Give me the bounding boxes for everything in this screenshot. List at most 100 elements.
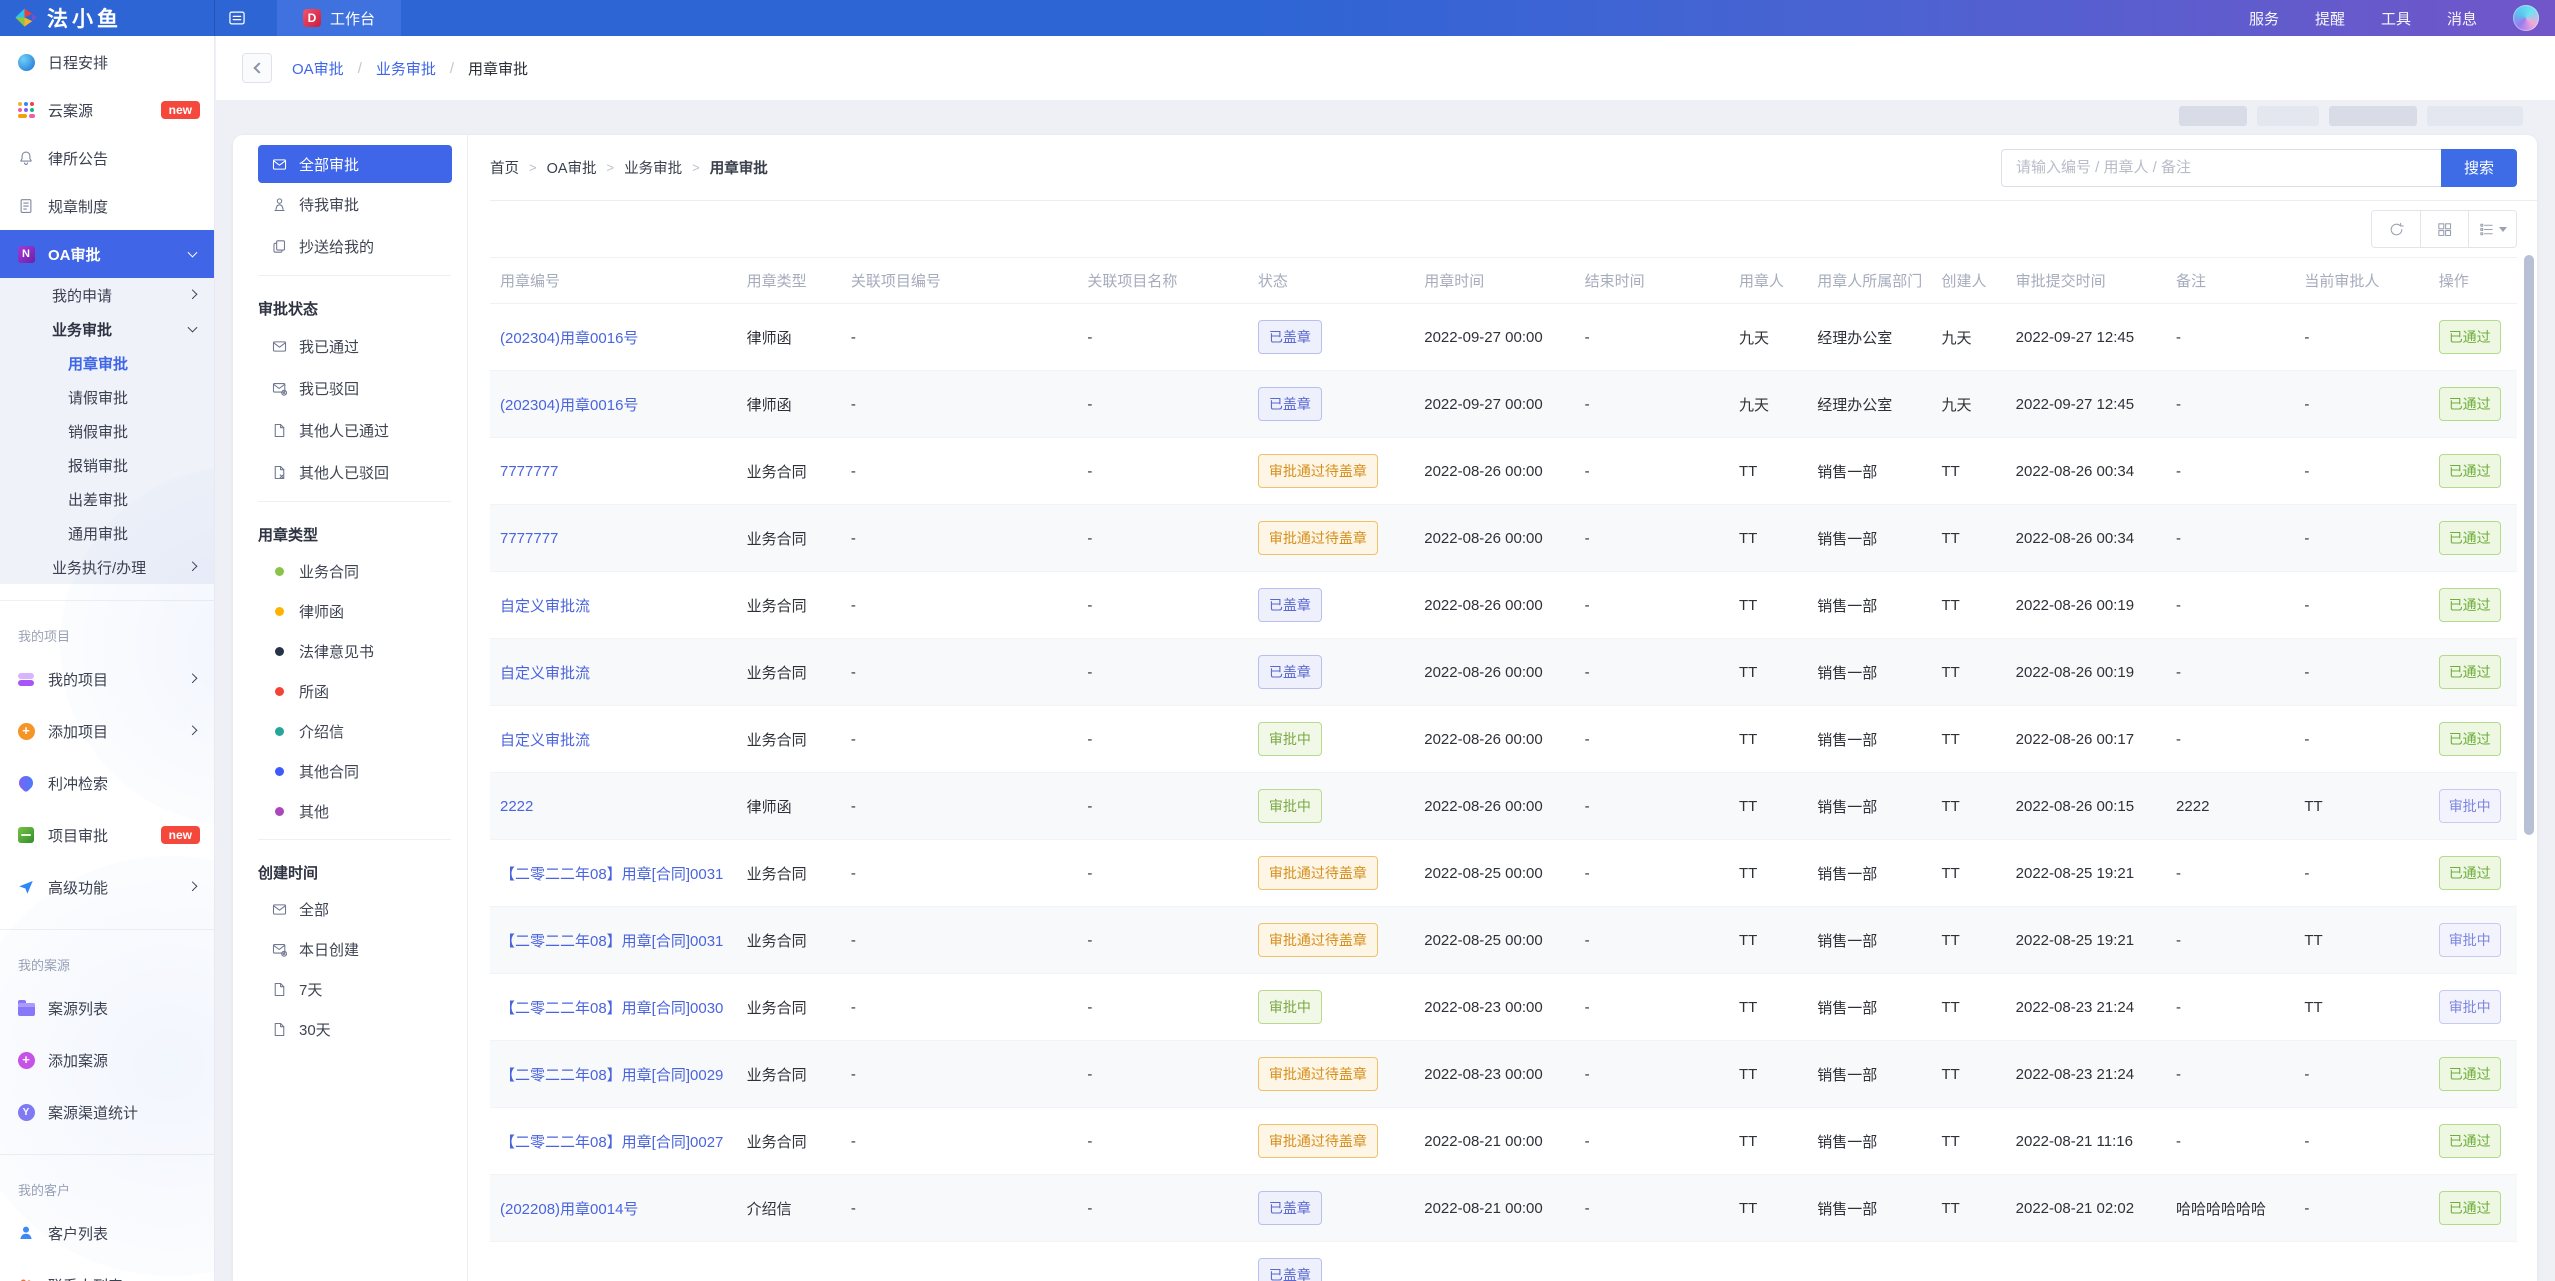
action-button[interactable]: 已通过 [2438,856,2501,890]
sidebar-item-my-projects[interactable]: 我的项目 [0,653,214,705]
sidebar-item-reimburse-approval[interactable]: 报销审批 [0,448,214,482]
action-button[interactable]: 已通过 [2438,588,2501,622]
seal-id-link[interactable]: (202304)用章0016号 [500,329,639,347]
filter-pending-me[interactable]: 待我审批 [258,183,451,225]
remark-cell: 2222 [2166,772,2295,840]
action-button[interactable]: 审批中 [2438,789,2501,823]
seal-id-link[interactable]: 7777777 [500,462,559,480]
sidebar-item-seal-approval[interactable]: 用章审批 [0,346,214,380]
filter-seal-type-item[interactable]: 业务合同 [258,551,451,591]
action-button[interactable]: 审批中 [2438,923,2501,957]
sidebar-item-announcement[interactable]: 律所公告 [0,134,214,182]
filter-time-all[interactable]: 全部 [258,889,451,929]
crumb-biz[interactable]: 业务审批 [375,60,436,78]
seal-id-link[interactable]: 【二零二二年08】用章[合同]0031 [500,932,724,950]
table-row: (202208)用章0014号 介绍信 - - 已盖章 2022-08-21 0… [490,1174,2517,1242]
filter-all-approvals[interactable]: 全部审批 [258,145,452,183]
back-button[interactable] [242,53,272,83]
sidebar-item-add-project[interactable]: + 添加项目 [0,705,214,757]
filter-time-today[interactable]: 本日创建 [258,929,451,969]
filter-seal-type-item[interactable]: 法律意见书 [258,631,451,671]
seal-id-link[interactable]: 7777777 [500,529,559,547]
sidebar-item-advanced[interactable]: 高级功能 [0,861,214,913]
seal-id-link[interactable]: 【二零二二年08】用章[合同]0029 [500,1066,724,1084]
filter-seal-type-item[interactable]: 律师函 [258,591,451,631]
seal-id-link[interactable]: 【二零二二年08】用章[合同]0027 [500,1133,724,1151]
sidebar-item-general-approval[interactable]: 通用审批 [0,516,214,550]
sidebar-item-my-apply[interactable]: 我的申请 [0,278,214,312]
filter-status-my-rejected[interactable]: 我已驳回 [258,367,451,409]
action-button[interactable]: 已通过 [2438,722,2501,756]
action-button[interactable]: 已通过 [2438,320,2501,354]
sidebar-item-leave-approval[interactable]: 请假审批 [0,380,214,414]
seal-id-link[interactable]: 自定义审批流 [500,731,591,749]
column-header-label: 状态 [1257,273,1288,290]
sidebar-item-customer-list[interactable]: 客户列表 [0,1207,214,1259]
status-cell: 审批通过待盖章 [1247,1107,1415,1175]
seal-id-link[interactable]: (202208)用章0014号 [500,1200,639,1218]
action-button[interactable]: 已通过 [2438,1124,2501,1158]
seal-id-link[interactable]: (202304)用章0016号 [500,396,639,414]
search-input[interactable] [2001,148,2441,187]
sidebar-item-contact-list[interactable]: 联系人列表 [0,1259,214,1281]
submit-time-cell: 2022-09-27 12:45 [2005,303,2167,371]
sidebar-item-project-approval[interactable]: 项目审批 new [0,809,214,861]
filter-seal-type-item[interactable]: 介绍信 [258,711,451,751]
project-no-cell: - [840,705,1078,773]
sidebar-label: 高级功能 [48,879,109,897]
sidebar-item-biz-approval[interactable]: 业务审批 [0,312,214,346]
filter-status-others-passed[interactable]: 其他人已通过 [258,409,451,451]
action-button[interactable]: 已通过 [2438,1191,2501,1225]
collapse-menu-icon[interactable] [215,0,259,36]
seal-id-link[interactable]: 自定义审批流 [500,597,591,615]
action-button[interactable]: 已通过 [2438,1057,2501,1091]
tab-workbench[interactable]: D 工作台 [277,0,402,36]
submit-time-cell: 2022-08-26 00:17 [2005,705,2167,773]
sidebar-item-biz-exec[interactable]: 业务执行/办理 [0,550,214,584]
seal-id-link[interactable]: 【二零二二年08】用章[合同]0030 [500,999,724,1017]
crumb-home[interactable]: 首页 [490,161,519,177]
action-button[interactable]: 审批中 [2438,990,2501,1024]
menu-tools[interactable]: 工具 [2380,10,2411,28]
menu-service[interactable]: 服务 [2248,10,2279,28]
sidebar-item-schedule[interactable]: 日程安排 [0,38,214,86]
menu-message[interactable]: 消息 [2446,10,2477,28]
action-button[interactable]: 已通过 [2438,454,2501,488]
filter-seal-type-item[interactable]: 其他合同 [258,751,451,791]
sidebar-item-case-channel-stats[interactable]: Y 案源渠道统计 [0,1086,214,1138]
crumb-biz[interactable]: 业务审批 [624,161,683,177]
use-time-cell: 2022-09-27 00:00 [1414,303,1575,371]
sidebar-item-oa-approval[interactable]: N OA审批 [0,230,214,278]
search-button[interactable]: 搜索 [2441,148,2517,187]
action-button[interactable]: 已通过 [2438,521,2501,555]
action-button[interactable]: 已通过 [2438,387,2501,421]
refresh-icon[interactable] [2372,211,2420,247]
seal-id-link[interactable]: 自定义审批流 [500,664,591,682]
filter-status-others-rejected[interactable]: 其他人已驳回 [258,451,451,493]
menu-remind[interactable]: 提醒 [2314,10,2345,28]
scrollbar-thumb[interactable] [2524,255,2534,835]
crumb-oa[interactable]: OA审批 [546,161,597,177]
sidebar-item-rules[interactable]: 规章制度 [0,182,214,230]
filter-time-30days[interactable]: 30天 [258,1009,451,1049]
sidebar-item-cloud-case[interactable]: 云案源 new [0,86,214,134]
sidebar-item-trip-approval[interactable]: 出差审批 [0,482,214,516]
filter-status-my-passed[interactable]: 我已通过 [258,325,451,367]
sidebar-item-add-case[interactable]: + 添加案源 [0,1034,214,1086]
column-settings-icon[interactable] [2468,211,2516,247]
user-avatar[interactable] [2513,5,2539,31]
seal-id-link[interactable]: 2222 [500,797,534,815]
filter-time-7days[interactable]: 7天 [258,969,451,1009]
divider [258,501,451,502]
action-button[interactable]: 已通过 [2438,655,2501,689]
user-cell: TT [1729,571,1808,639]
seal-id-link[interactable]: 【二零二二年08】用章[合同]0031 [500,865,724,883]
sidebar-item-cancel-leave-approval[interactable]: 销假审批 [0,414,214,448]
filter-seal-type-item[interactable]: 其他 [258,791,451,831]
filter-seal-type-item[interactable]: 所函 [258,671,451,711]
grid-view-icon[interactable] [2420,211,2468,247]
filter-cc-me[interactable]: 抄送给我的 [258,225,451,267]
crumb-oa[interactable]: OA审批 [292,60,344,78]
sidebar-item-case-list[interactable]: 案源列表 [0,982,214,1034]
sidebar-item-conflict-search[interactable]: 利冲检索 [0,757,214,809]
